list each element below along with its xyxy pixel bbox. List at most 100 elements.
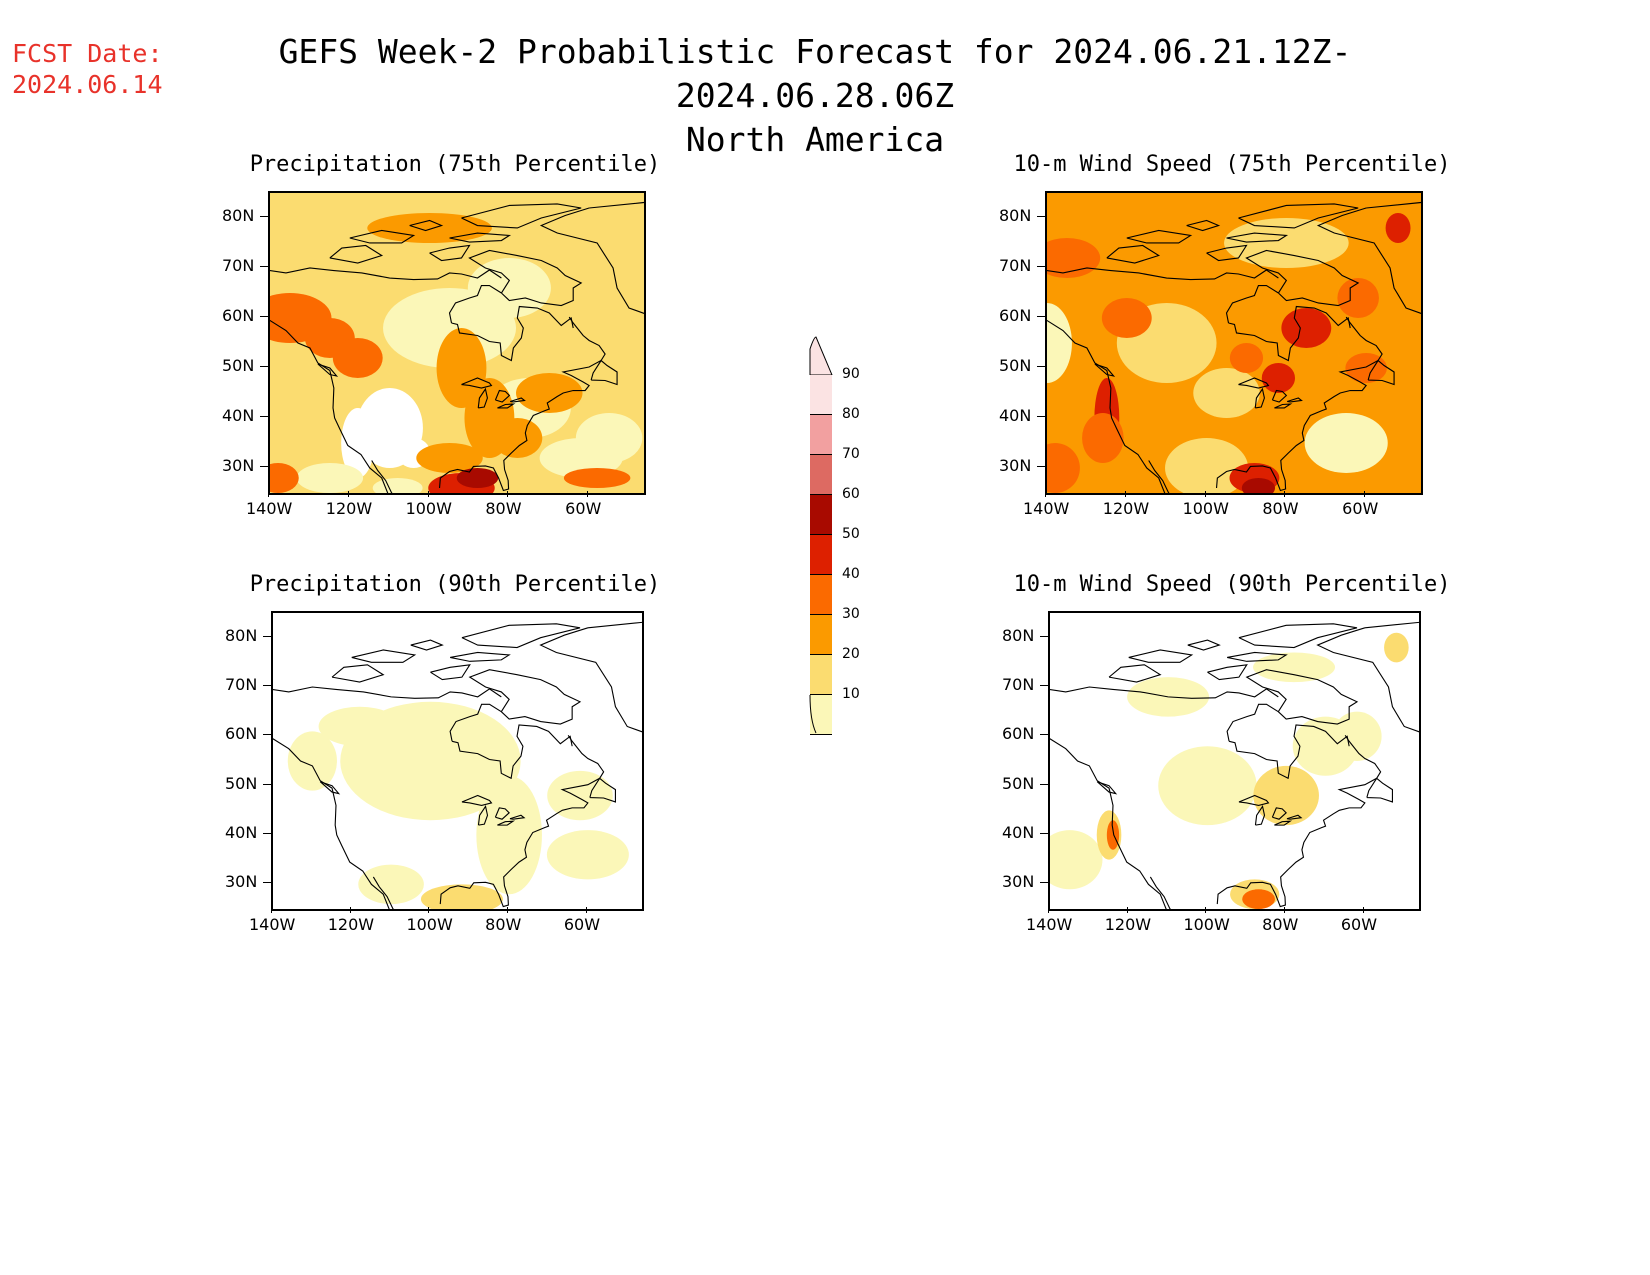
coastline [1271,389,1288,403]
coastline [1108,664,1162,683]
coastline [497,403,516,409]
coastline [329,244,384,264]
coastline [1316,201,1421,314]
coastline [494,807,510,820]
probability-contour [1384,632,1409,663]
lon-tick [347,491,349,497]
probability-contour [546,830,629,880]
probability-contour [1337,278,1379,318]
lat-tick [263,685,271,686]
coastline [1094,363,1116,377]
panel-title: Precipitation (90th Percentile) [249,572,661,597]
colorbar-swatch [810,695,832,735]
lat-label: 30N [222,456,255,475]
lon-tick [271,907,272,913]
coastline [450,651,511,662]
probability-contour [1229,343,1264,373]
probability-contour [1332,711,1382,761]
coastline [1274,403,1293,409]
lon-tick [1284,491,1286,497]
lat-tick [1040,833,1048,834]
map-canvas [273,613,642,909]
lon-label: 120W [1102,499,1150,518]
map-frame [268,191,646,495]
lat-tick [260,466,268,467]
probability-contour [456,468,499,488]
lat-tick [1037,366,1045,367]
lat-label: 80N [225,625,258,645]
probability-contour [1253,652,1336,683]
coastline [1106,244,1161,264]
lon-label: 60W [563,915,601,934]
lat-tick [1040,882,1048,884]
map-canvas [270,193,644,493]
lon-tick [1045,491,1046,497]
lon-label: 80W [1262,915,1299,934]
coastline [410,639,444,651]
lat-label: 50N [222,356,255,375]
lat-label: 30N [225,872,258,892]
coastline [494,389,511,403]
lat-label: 40N [999,406,1032,425]
lon-label: 100W [1182,499,1229,518]
lon-tick [349,907,351,913]
colorbar-swatch [810,615,832,655]
colorbar-swatch [810,495,832,535]
coastline [1367,359,1395,386]
lon-tick [1048,907,1049,913]
lat-tick [263,882,271,884]
coastline [1227,651,1288,662]
panel-title: Precipitation (75th Percentile) [249,152,661,177]
colorbar-swatch [810,415,832,455]
coastline [590,359,618,386]
lon-tick [427,491,429,497]
probability-contour [1082,413,1124,463]
coastline [1149,876,1171,909]
coastline [270,319,389,493]
coastline [1286,397,1303,403]
lat-label: 70N [1002,675,1035,694]
coastline [1096,781,1118,795]
lat-label: 80N [222,206,255,225]
lat-tick [1037,266,1045,267]
lat-label: 60N [222,306,255,325]
coastline [1126,229,1193,244]
lat-label: 80N [1002,625,1035,645]
colorbar-label: 60 [842,486,860,502]
colorbar-label: 10 [842,686,860,702]
probability-contour [1047,303,1072,383]
probability-contour [318,706,401,747]
probability-contour [1304,413,1388,473]
coastline [1226,703,1279,742]
lat-tick [263,833,271,834]
probability-contour [1224,218,1349,268]
lat-label: 70N [999,256,1032,275]
lon-label: 80W [1262,499,1299,518]
map-frame [271,611,644,911]
coastline [1238,623,1358,649]
coastline [1286,814,1303,820]
coastline [1254,387,1265,409]
probability-contour [416,443,483,473]
colorbar-label: 80 [842,406,860,422]
coastline [1228,724,1350,780]
color-legend: 90 80 70 60 50 40 30 20 10 [809,335,900,735]
probability-contour [1261,363,1296,393]
lat-label: 50N [1002,773,1035,793]
lat-tick [260,316,268,317]
lon-label: 120W [325,499,373,518]
lat-label: 40N [1002,823,1035,842]
lon-label: 140W [246,499,293,518]
colorbar-label: 20 [842,646,860,662]
lat-tick [1040,635,1048,637]
probability-contour [372,478,423,493]
lat-label: 40N [225,823,258,842]
map-frame [1045,191,1423,495]
coastline [468,249,583,307]
coastline [449,232,512,243]
colorbar-swatch [810,655,832,695]
coastline [439,735,605,908]
lat-tick [260,416,268,417]
coastline [273,686,502,699]
coastline [451,305,574,362]
